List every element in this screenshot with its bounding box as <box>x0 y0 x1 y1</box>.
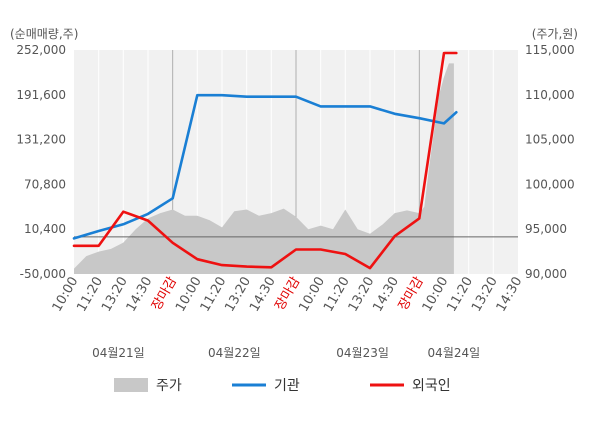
left-tick-label: -50,000 <box>20 267 66 281</box>
legend-label: 주가 <box>156 378 182 394</box>
date-label: 04월24일 <box>428 346 481 360</box>
left-axis-ticks: 252,000 191,600 131,200 70,800 10,400 -50,000 <box>16 43 66 281</box>
legend: 주가 기관 외국인 <box>114 378 451 394</box>
left-tick-label: 131,200 <box>16 133 66 147</box>
left-tick-label: 10,400 <box>24 222 66 236</box>
x-tick-label: 14:30 <box>247 275 279 315</box>
date-labels: 04월21일 04월22일 04월23일 04월24일 <box>92 346 480 360</box>
date-label: 04월22일 <box>208 346 261 360</box>
date-label: 04월21일 <box>92 346 145 360</box>
left-tick-label: 252,000 <box>16 43 66 57</box>
price-area-layer <box>74 63 454 275</box>
right-axis-ticks: 115,000 110,000 105,000 100,000 95,000 90,000 <box>525 43 575 281</box>
right-tick-label: 90,000 <box>525 267 567 281</box>
legend-label: 외국인 <box>412 378 451 394</box>
legend-swatch <box>114 378 148 392</box>
legend-item: 외국인 <box>370 378 451 394</box>
right-tick-label: 110,000 <box>525 88 575 102</box>
legend-item: 기관 <box>232 378 300 394</box>
series-line-foreign <box>72 51 458 270</box>
left-axis-unit: (순매매량,주) <box>10 27 78 41</box>
left-tick-label: 191,600 <box>16 88 66 102</box>
right-tick-label: 100,000 <box>525 177 575 191</box>
right-tick-label: 95,000 <box>525 222 567 236</box>
right-axis-unit: (주가,원) <box>532 27 578 41</box>
x-axis-ticks: 10:0011:2013:2014:30장마감10:0011:2013:2014… <box>50 274 526 314</box>
x-tick-label: 14:30 <box>494 275 526 315</box>
legend-label: 기관 <box>274 378 300 394</box>
series-price-area <box>74 63 454 275</box>
x-tick-label: 14:30 <box>370 275 402 315</box>
net-trade-lines <box>72 51 458 270</box>
x-tick-label: 14:30 <box>124 275 156 315</box>
left-tick-label: 70,800 <box>24 177 66 191</box>
legend-item: 주가 <box>114 378 182 394</box>
date-label: 04월23일 <box>336 346 389 360</box>
right-tick-label: 115,000 <box>525 43 575 57</box>
right-tick-label: 105,000 <box>525 133 575 147</box>
